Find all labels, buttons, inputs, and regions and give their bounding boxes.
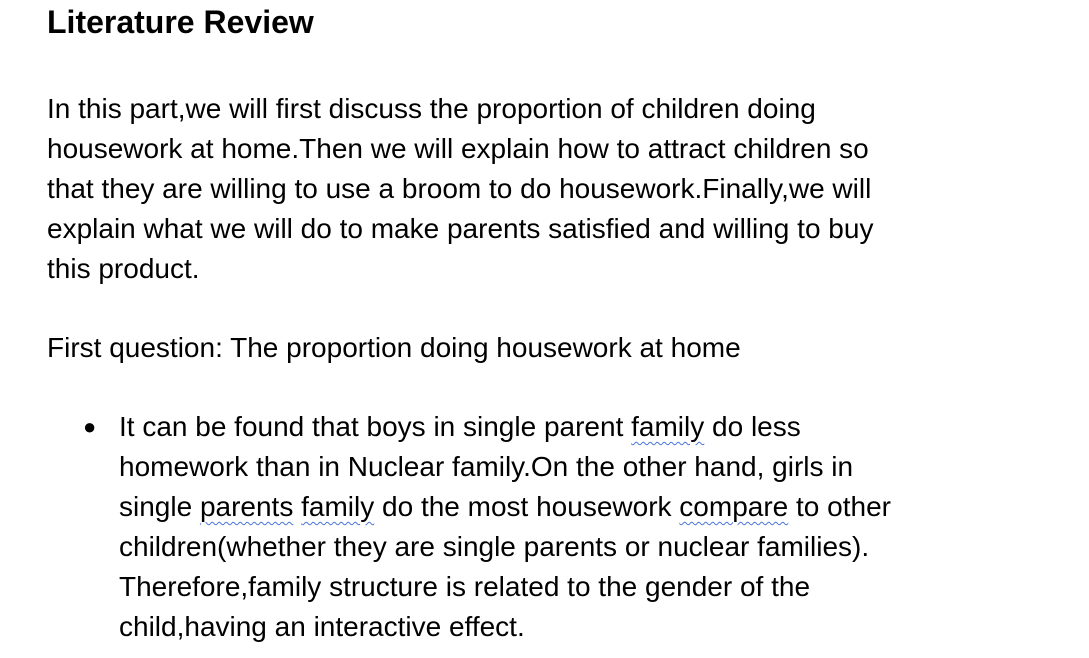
intro-line: In this part,we will first discuss the p…: [47, 93, 816, 124]
section-heading: Literature Review: [47, 4, 314, 40]
text-run: do the most housework: [374, 491, 680, 522]
intro-line: explain what we will do to make parents …: [47, 213, 874, 244]
text-run: to other: [788, 491, 891, 522]
text-run: single: [119, 491, 200, 522]
intro-line: housework at home.Then we will explain h…: [47, 133, 869, 164]
bullet-list: ● It can be found that boys in single pa…: [47, 407, 1007, 647]
bullet-line: It can be found that boys in single pare…: [119, 407, 1007, 447]
bullet-line: child,having an interactive effect.: [119, 611, 525, 642]
list-item: ● It can be found that boys in single pa…: [47, 407, 1007, 647]
question-heading: First question: The proportion doing hou…: [47, 332, 741, 363]
text-run: [293, 491, 301, 522]
spellcheck-word[interactable]: compare: [679, 491, 789, 522]
bullet-line: Therefore,family structure is related to…: [119, 571, 811, 602]
intro-line: that they are willing to use a broom to …: [47, 173, 872, 204]
bullet-dot-icon: ●: [83, 414, 97, 439]
intro-line: this product.: [47, 253, 200, 284]
bullet-line: single parents family do the most housew…: [119, 487, 1007, 527]
text-run: do less: [704, 411, 801, 442]
spellcheck-word[interactable]: family: [631, 411, 705, 442]
bullet-line: homework than in Nuclear family.On the o…: [119, 451, 854, 482]
text-run: It can be found that boys in single pare…: [119, 411, 632, 442]
spellcheck-word[interactable]: family: [301, 491, 375, 522]
intro-paragraph: In this part,we will first discuss the p…: [47, 89, 947, 289]
spellcheck-word[interactable]: parents: [199, 491, 294, 522]
bullet-line: children(whether they are single parents…: [119, 531, 870, 562]
